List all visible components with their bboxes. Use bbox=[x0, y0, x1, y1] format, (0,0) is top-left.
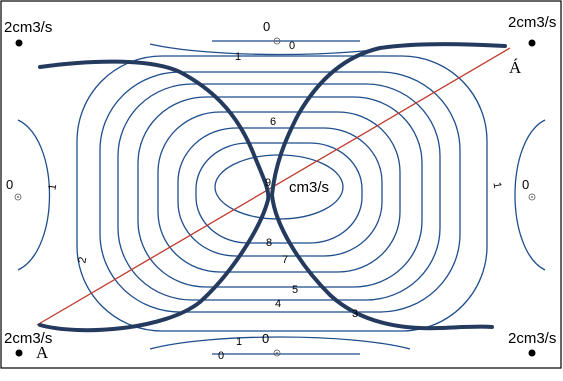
spring-right-label: 0 bbox=[522, 177, 529, 192]
contour-1-bottom bbox=[149, 336, 411, 350]
contour-label-1-left: 1 bbox=[46, 183, 59, 191]
contour-7 bbox=[177, 127, 383, 257]
contour-label-1-top: 1 bbox=[235, 51, 241, 63]
section-label-end: Á bbox=[509, 58, 522, 77]
spring-top-dot bbox=[276, 40, 278, 42]
well-top-right bbox=[528, 39, 536, 47]
contour-label-0-top: 0 bbox=[289, 40, 295, 52]
section-label-start: A bbox=[36, 343, 49, 362]
contour-label-3: 3 bbox=[352, 308, 358, 320]
well-bottom-left-label: 2cm3/s bbox=[4, 330, 52, 347]
contour-label-7: 7 bbox=[282, 254, 288, 266]
contour-label-8: 8 bbox=[266, 237, 272, 249]
divide-line-left bbox=[38, 59, 271, 333]
spring-right-dot bbox=[531, 196, 533, 198]
contour-4 bbox=[117, 83, 441, 301]
contour-3 bbox=[99, 71, 461, 313]
well-top-left bbox=[15, 39, 23, 47]
spring-bottom-label: 0 bbox=[262, 331, 269, 346]
contour-label-1-bottom: 1 bbox=[236, 336, 242, 348]
contour-label-1-right: 1 bbox=[490, 181, 503, 189]
well-top-left-label: 2cm3/s bbox=[4, 19, 52, 36]
divide-line-right bbox=[270, 42, 507, 331]
contour-label-4: 4 bbox=[275, 298, 281, 310]
contour-label-0-bottom: 0 bbox=[218, 350, 224, 362]
contour-label-5: 5 bbox=[292, 284, 298, 296]
spring-bottom-dot bbox=[276, 352, 278, 354]
contour-8 bbox=[195, 142, 363, 244]
center-flux-label: cm3/s bbox=[289, 179, 329, 196]
spring-left-icon bbox=[14, 193, 22, 201]
spring-top-label: 0 bbox=[263, 19, 270, 34]
well-top-right-label: 2cm3/s bbox=[508, 14, 556, 31]
spring-left-label: 0 bbox=[6, 177, 13, 192]
contour-6 bbox=[157, 111, 401, 273]
contour-label-2-left: 2 bbox=[76, 256, 89, 264]
contour-labels: 0 1 6 9 8 7 5 4 3 2 1 1 1 0 bbox=[46, 40, 503, 362]
well-bottom-left bbox=[15, 349, 23, 357]
contour-1-right bbox=[514, 119, 546, 271]
spring-top-icon bbox=[273, 37, 281, 45]
spring-bottom-icon bbox=[273, 349, 281, 357]
spring-right-icon bbox=[528, 193, 536, 201]
contour-2-outer bbox=[76, 55, 488, 332]
well-bottom-right-label: 2cm3/s bbox=[508, 330, 556, 347]
contour-group bbox=[17, 40, 546, 355]
contour-5 bbox=[137, 96, 423, 288]
contour-label-6: 6 bbox=[270, 116, 276, 128]
spring-left-dot bbox=[17, 196, 19, 198]
well-bottom-right bbox=[528, 349, 536, 357]
contour-label-9: 9 bbox=[265, 177, 271, 189]
diagram-frame bbox=[0, 0, 562, 369]
contour-1-left bbox=[17, 119, 51, 271]
